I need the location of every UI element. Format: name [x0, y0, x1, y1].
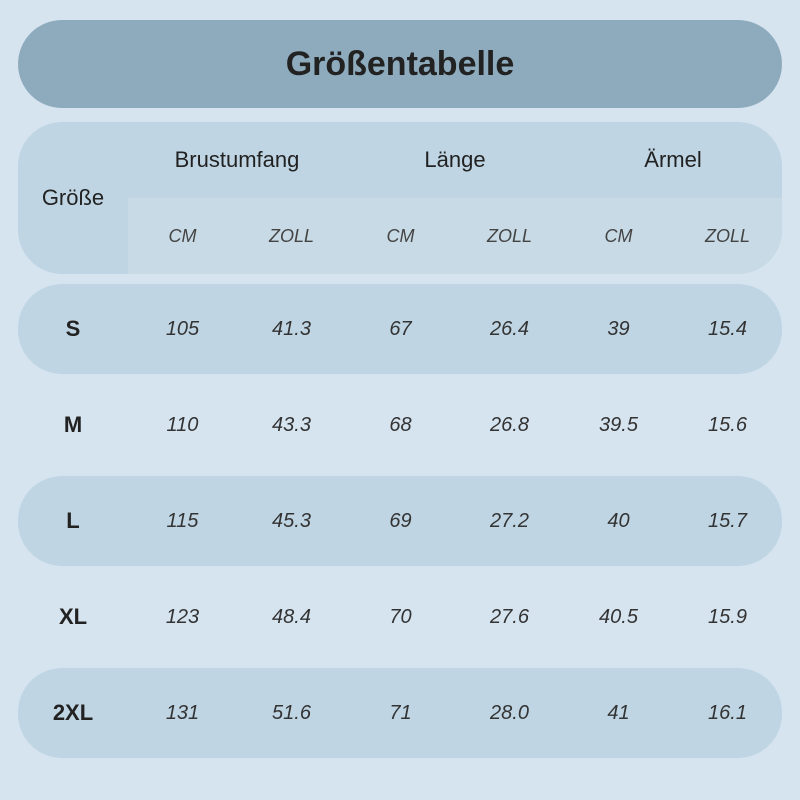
cell-value: 40 — [564, 510, 673, 533]
cell-value: 123 — [128, 606, 237, 629]
table-row: S 105 41.3 67 26.4 39 15.4 — [18, 284, 782, 374]
title-bar: Größentabelle — [18, 20, 782, 108]
cell-value: 67 — [346, 318, 455, 341]
header-unit-cm: CM — [346, 198, 455, 274]
cell-size: S — [18, 316, 128, 342]
page-title: Größentabelle — [286, 45, 515, 84]
cell-value: 26.8 — [455, 414, 564, 437]
header-group-laenge: Länge — [346, 122, 564, 198]
table-row: M 110 43.3 68 26.8 39.5 15.6 — [18, 380, 782, 470]
cell-value: 115 — [128, 510, 237, 533]
cell-value: 45.3 — [237, 510, 346, 533]
cell-value: 69 — [346, 510, 455, 533]
header-grid: Größe Brustumfang Länge Ärmel CM ZOLL CM… — [18, 122, 782, 274]
cell-value: 51.6 — [237, 702, 346, 725]
table-row: L 115 45.3 69 27.2 40 15.7 — [18, 476, 782, 566]
cell-value: 41.3 — [237, 318, 346, 341]
cell-value: 70 — [346, 606, 455, 629]
cell-value: 41 — [564, 702, 673, 725]
header-size-label: Größe — [18, 122, 128, 274]
cell-value: 43.3 — [237, 414, 346, 437]
header-unit-zoll: ZOLL — [237, 198, 346, 274]
cell-value: 26.4 — [455, 318, 564, 341]
table-row: 2XL 131 51.6 71 28.0 41 16.1 — [18, 668, 782, 758]
cell-value: 28.0 — [455, 702, 564, 725]
cell-value: 105 — [128, 318, 237, 341]
cell-value: 39.5 — [564, 414, 673, 437]
cell-value: 40.5 — [564, 606, 673, 629]
cell-value: 27.2 — [455, 510, 564, 533]
cell-value: 71 — [346, 702, 455, 725]
cell-value: 15.9 — [673, 606, 782, 629]
header-group-brustumfang: Brustumfang — [128, 122, 346, 198]
header-unit-zoll: ZOLL — [455, 198, 564, 274]
cell-value: 27.6 — [455, 606, 564, 629]
header-unit-zoll: ZOLL — [673, 198, 782, 274]
cell-value: 15.6 — [673, 414, 782, 437]
table-body: S 105 41.3 67 26.4 39 15.4 M 110 43.3 68… — [18, 284, 782, 758]
cell-size: XL — [18, 604, 128, 630]
table-header: Größe Brustumfang Länge Ärmel CM ZOLL CM… — [18, 122, 782, 274]
cell-value: 68 — [346, 414, 455, 437]
cell-value: 16.1 — [673, 702, 782, 725]
cell-value: 110 — [128, 414, 237, 437]
cell-value: 39 — [564, 318, 673, 341]
header-unit-cm: CM — [128, 198, 237, 274]
cell-size: L — [18, 508, 128, 534]
cell-size: 2XL — [18, 700, 128, 726]
header-unit-cm: CM — [564, 198, 673, 274]
cell-value: 15.4 — [673, 318, 782, 341]
cell-size: M — [18, 412, 128, 438]
cell-value: 15.7 — [673, 510, 782, 533]
cell-value: 131 — [128, 702, 237, 725]
table-row: XL 123 48.4 70 27.6 40.5 15.9 — [18, 572, 782, 662]
cell-value: 48.4 — [237, 606, 346, 629]
header-group-aermel: Ärmel — [564, 122, 782, 198]
